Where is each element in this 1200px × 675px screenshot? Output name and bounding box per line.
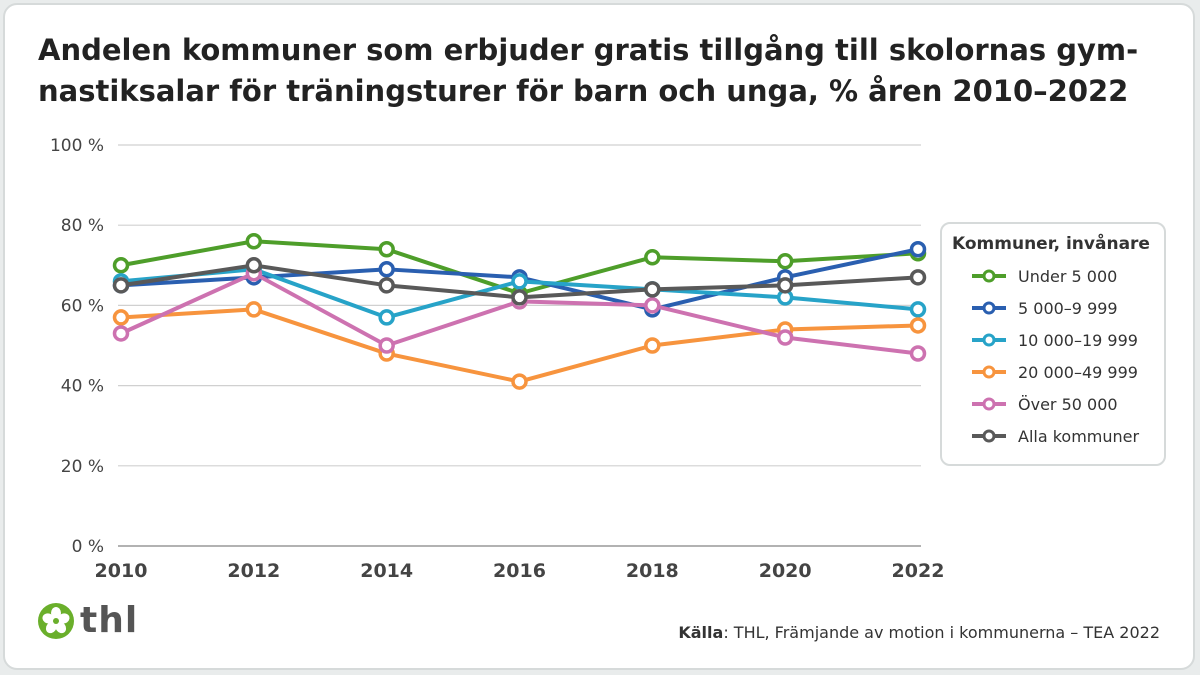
data-point	[909, 317, 927, 334]
data-point	[112, 325, 130, 342]
x-tick-label: 2014	[360, 560, 413, 582]
legend-item: 20 000–49 999	[952, 356, 1154, 388]
chart-title: Andelen kommuner som erbjuder gratis til…	[38, 33, 1139, 108]
legend-label: Över 50 000	[1018, 394, 1118, 414]
legend-marker-icon	[972, 333, 1006, 347]
legend-label: 20 000–49 999	[1018, 362, 1138, 382]
data-point	[776, 253, 794, 270]
data-point	[112, 257, 130, 274]
data-point	[378, 241, 395, 258]
legend-label: Under 5 000	[1018, 266, 1118, 286]
x-tick-label: 2012	[227, 560, 280, 582]
legend-item: 10 000–19 999	[952, 324, 1154, 356]
y-tick-label: 100 %	[50, 136, 104, 156]
data-point	[378, 337, 395, 354]
data-point	[776, 329, 794, 346]
data-point	[245, 301, 263, 318]
data-point	[245, 257, 263, 274]
data-point	[511, 273, 528, 290]
y-tick-label: 20 %	[61, 457, 104, 477]
data-point	[909, 301, 927, 318]
legend-marker-icon	[972, 269, 1006, 283]
logo-text: thl	[80, 600, 139, 641]
data-point	[644, 337, 661, 354]
data-point	[245, 232, 263, 250]
y-tick-label: 40 %	[61, 377, 104, 397]
data-point	[112, 309, 130, 326]
x-tick-label: 2010	[95, 560, 148, 582]
flower-icon	[38, 602, 74, 639]
legend-item: Alla kommuner	[952, 420, 1154, 452]
data-point	[909, 269, 927, 286]
y-tick-label: 80 %	[61, 216, 104, 236]
legend-marker-icon	[972, 429, 1006, 443]
data-point	[909, 241, 927, 258]
data-point	[511, 289, 528, 306]
series-line	[120, 307, 919, 384]
legend-marker-icon	[972, 365, 1006, 379]
data-point	[378, 277, 395, 294]
x-tick-label: 2022	[892, 560, 945, 582]
legend-item: 5 000–9 999	[952, 292, 1154, 324]
thl-logo: thl	[38, 600, 138, 641]
data-point	[909, 345, 927, 362]
x-tick-label: 2018	[626, 560, 679, 582]
data-point	[644, 281, 661, 298]
legend: Kommuner, invånare Under 5 000 5 000–9 99…	[940, 222, 1166, 466]
legend-marker-icon	[972, 397, 1006, 411]
source-label: Källa	[678, 623, 724, 642]
legend-label: Alla kommuner	[1018, 426, 1140, 446]
data-point	[776, 277, 794, 294]
y-tick-label: 0 %	[72, 537, 104, 557]
data-point	[644, 297, 661, 314]
source-note: Källa: THL, Främjande av motion i kommun…	[678, 623, 1160, 642]
legend-item: Under 5 000	[952, 260, 1154, 292]
x-tick-label: 2016	[493, 560, 546, 582]
legend-item: Över 50 000	[952, 388, 1154, 420]
x-tick-label: 2020	[759, 560, 812, 582]
y-tick-label: 60 %	[61, 296, 104, 316]
data-point	[112, 277, 130, 294]
legend-title: Kommuner, invånare	[952, 234, 1150, 254]
legend-marker-icon	[972, 301, 1006, 315]
source-text: : THL, Främjande av motion i kommunerna …	[723, 623, 1160, 642]
legend-label: 10 000–19 999	[1018, 330, 1138, 350]
legend-label: 5 000–9 999	[1018, 298, 1118, 318]
data-point	[378, 261, 395, 278]
data-point	[644, 249, 661, 266]
data-point	[378, 309, 395, 326]
data-point	[511, 373, 528, 390]
